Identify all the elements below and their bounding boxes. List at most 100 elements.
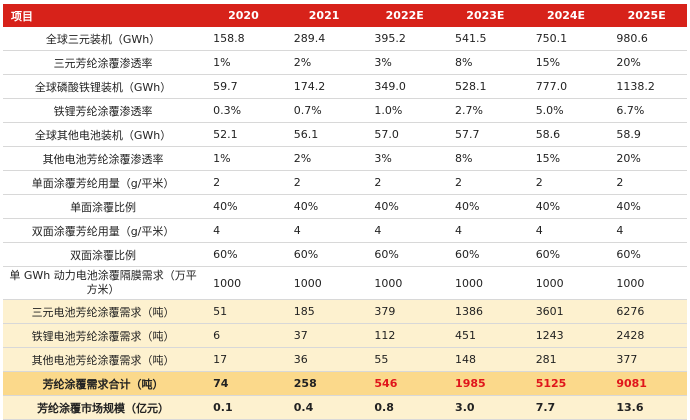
- table-cell: 1000: [445, 266, 526, 300]
- table-body: 全球三元装机（GWh） 158.8 289.4 395.2 541.5 750.1 980.…: [3, 27, 687, 420]
- table-cell: 2: [525, 170, 607, 195]
- table-cell: 185: [283, 299, 365, 324]
- table-cell: 148: [445, 347, 526, 372]
- table-cell: 55: [364, 347, 446, 372]
- row-label: 单面涂覆比例: [3, 194, 204, 219]
- table-cell: 281: [525, 347, 607, 372]
- table-cell: 60%: [203, 242, 284, 267]
- table-cell: 59.7: [203, 74, 284, 99]
- table-cell: 56.1: [283, 122, 365, 147]
- table-cell: 6: [203, 323, 284, 348]
- row-label: 单 GWh 动力电池涂覆隔膜需求（万平方米）: [3, 266, 204, 300]
- table-cell: 541.5: [445, 27, 526, 51]
- table-cell: 60%: [283, 242, 365, 267]
- row-label: 全球磷酸铁锂装机（GWh）: [3, 74, 204, 99]
- table-cell: 60%: [445, 242, 526, 267]
- table-cell: 2%: [283, 146, 365, 171]
- table-cell: 546: [364, 371, 446, 396]
- table-cell: 40%: [203, 194, 284, 219]
- table-cell: 52.1: [203, 122, 284, 147]
- table-cell: 17: [203, 347, 284, 372]
- table-cell: 5.0%: [525, 98, 607, 123]
- table-row: 单 GWh 动力电池涂覆隔膜需求（万平方米） 1000 1000 1000 1000 10…: [3, 266, 687, 300]
- table-cell: 289.4: [283, 27, 365, 51]
- table-row: 铁锂电池芳纶涂覆需求（吨） 6 37 112 451 1243 2428: [3, 323, 687, 348]
- table-cell: 60%: [364, 242, 446, 267]
- table-cell: 4: [445, 218, 526, 243]
- row-label: 三元芳纶涂覆渗透率: [3, 50, 204, 75]
- table-cell: 1000: [283, 266, 365, 300]
- table-cell: 5125: [525, 371, 607, 396]
- header-2021: 2021: [283, 4, 365, 27]
- table-row: 单面涂覆比例 40% 40% 40% 40% 40% 40%: [3, 194, 687, 219]
- table-cell: 174.2: [283, 74, 365, 99]
- table-cell: 20%: [606, 50, 687, 75]
- row-label: 其他电池芳纶涂覆需求（吨）: [3, 347, 204, 372]
- header-item: 项目: [3, 4, 204, 27]
- table-row: 其他电池芳纶涂覆需求（吨） 17 36 55 148 281 377: [3, 347, 687, 372]
- table-cell: 2: [445, 170, 526, 195]
- table-cell: 980.6: [606, 27, 687, 51]
- table-cell: 8%: [445, 146, 526, 171]
- table-cell: 379: [364, 299, 446, 324]
- table-cell: 158.8: [203, 27, 284, 51]
- table-cell: 750.1: [525, 27, 607, 51]
- table-cell: 2: [606, 170, 687, 195]
- table-cell: 395.2: [364, 27, 446, 51]
- table-cell: 40%: [445, 194, 526, 219]
- table-cell: 60%: [525, 242, 607, 267]
- row-label: 三元电池芳纶涂覆需求（吨）: [3, 299, 204, 324]
- header-2023e: 2023E: [445, 4, 526, 27]
- table-cell: 3601: [525, 299, 607, 324]
- table-cell: 15%: [525, 146, 607, 171]
- table-cell: 1985: [445, 371, 526, 396]
- row-label: 铁锂电池芳纶涂覆需求（吨）: [3, 323, 204, 348]
- row-label: 双面涂覆芳纶用量（g/平米）: [3, 218, 204, 243]
- table-cell: 0.7%: [283, 98, 365, 123]
- table-row: 全球其他电池装机（GWh） 52.1 56.1 57.0 57.7 58.6 58.9: [3, 122, 687, 147]
- table-cell: 2428: [606, 323, 687, 348]
- table-cell: 4: [283, 218, 365, 243]
- table-cell: 3%: [364, 50, 446, 75]
- table-cell: 1386: [445, 299, 526, 324]
- header-2024e: 2024E: [525, 4, 607, 27]
- table-cell: 377: [606, 347, 687, 372]
- table-row: 三元电池芳纶涂覆需求（吨） 51 185 379 1386 3601 6276: [3, 299, 687, 324]
- table-cell: 58.6: [525, 122, 607, 147]
- table-cell: 4: [203, 218, 284, 243]
- table-cell: 60%: [606, 242, 687, 267]
- table-cell: 0.3%: [203, 98, 284, 123]
- row-label: 全球其他电池装机（GWh）: [3, 122, 204, 147]
- table-cell: 15%: [525, 50, 607, 75]
- table-cell: 777.0: [525, 74, 607, 99]
- table-cell: 2: [283, 170, 365, 195]
- table-cell: 58.9: [606, 122, 687, 147]
- header-2025e: 2025E: [606, 4, 687, 27]
- row-label: 其他电池芳纶涂覆渗透率: [3, 146, 204, 171]
- table-cell: 40%: [364, 194, 446, 219]
- table-cell: 112: [364, 323, 446, 348]
- table-cell: 37: [283, 323, 365, 348]
- table-cell: 4: [606, 218, 687, 243]
- table-cell: 1243: [525, 323, 607, 348]
- table-row: 双面涂覆比例 60% 60% 60% 60% 60% 60%: [3, 242, 687, 267]
- table-cell: 40%: [283, 194, 365, 219]
- row-label: 芳纶涂覆需求合计（吨）: [3, 371, 204, 396]
- table-cell: 1.0%: [364, 98, 446, 123]
- table-cell: 74: [203, 371, 284, 396]
- table-cell: 1000: [364, 266, 446, 300]
- table-row: 全球三元装机（GWh） 158.8 289.4 395.2 541.5 750.1 980.…: [3, 27, 687, 51]
- table-cell: 20%: [606, 146, 687, 171]
- table-cell: 6276: [606, 299, 687, 324]
- row-label: 全球三元装机（GWh）: [3, 27, 204, 51]
- header-2022e: 2022E: [364, 4, 446, 27]
- table-cell: 2%: [283, 50, 365, 75]
- table-cell: 57.0: [364, 122, 446, 147]
- table-cell: 6.7%: [606, 98, 687, 123]
- table-cell: 1138.2: [606, 74, 687, 99]
- table-cell: 36: [283, 347, 365, 372]
- table-cell: 1000: [525, 266, 607, 300]
- table-cell: 57.7: [445, 122, 526, 147]
- table-cell: 2: [364, 170, 446, 195]
- table-cell: 3%: [364, 146, 446, 171]
